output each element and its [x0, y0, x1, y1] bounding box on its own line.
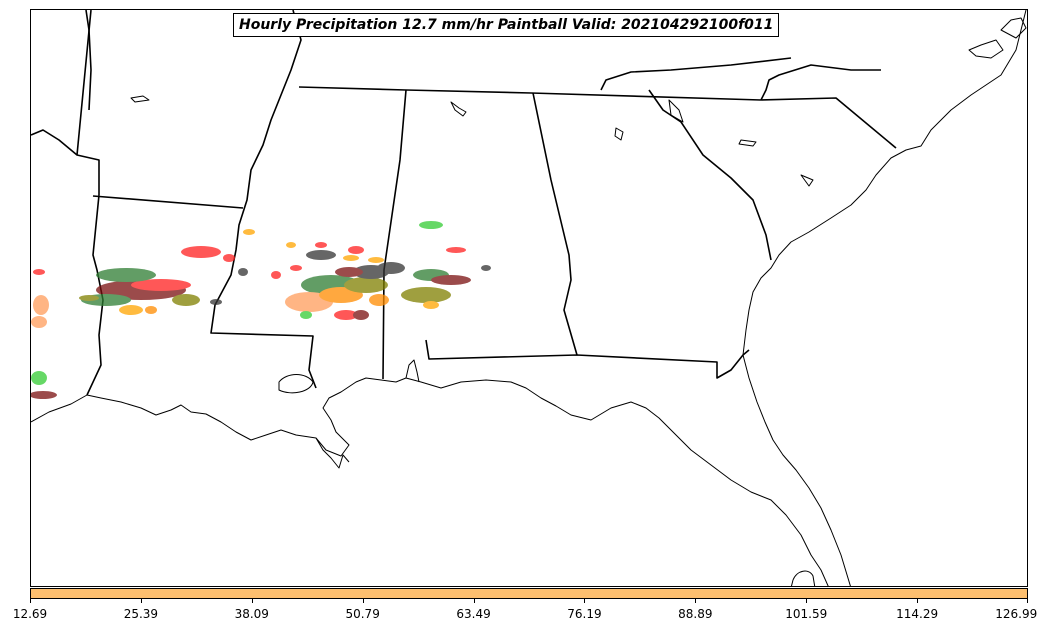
map-title: Hourly Precipitation 12.7 mm/hr Paintbal…	[233, 13, 780, 37]
kentucky-line	[600, 57, 792, 91]
colorbar-tick-label: 12.69	[12, 607, 48, 621]
colorbar-tick	[141, 599, 142, 603]
colorbar-tick-label: 50.79	[345, 607, 380, 621]
precipitation-paintball	[31, 221, 491, 399]
colorbar-tick	[584, 599, 585, 603]
lake-okeechobee	[790, 570, 816, 586]
colorbar-tick-label: 38.09	[234, 607, 269, 621]
georgia-sc-line	[648, 89, 772, 261]
tennessee-line	[298, 86, 762, 101]
colorbar-tick-label: 114.29	[896, 607, 939, 621]
colorbar-tick-label: 126.99	[995, 607, 1038, 621]
colorbar-tick	[695, 599, 696, 603]
colorbar-tick	[252, 599, 253, 603]
mississippi-delta	[315, 437, 350, 469]
colorbar-tick	[917, 599, 918, 603]
colorbar-tick-label: 76.19	[567, 607, 602, 621]
atlantic-coast	[742, 10, 1027, 356]
colorbar-tick-label: 88.89	[678, 607, 713, 621]
colorbar-tick-label: 101.59	[785, 607, 828, 621]
map-panel	[30, 9, 1028, 587]
lake-pontchartrain	[278, 374, 314, 394]
colorbar-tick	[806, 599, 807, 603]
mississippi-alabama-line	[382, 89, 407, 380]
mobile-bay	[405, 359, 420, 383]
colorbar-tick	[30, 599, 31, 603]
colorbar	[30, 588, 1028, 599]
state-boundaries	[31, 10, 897, 396]
colorbar-tick-label: 25.39	[123, 607, 159, 621]
gulf-coast	[31, 377, 829, 586]
florida-east-coast	[742, 354, 851, 586]
texas-boundary	[31, 129, 100, 195]
alabama-georgia-line	[532, 92, 578, 356]
map-canvas	[31, 10, 1027, 586]
mississippi-river-border	[85, 10, 317, 389]
colorbar-tick	[1027, 599, 1028, 603]
colorbar-tick	[474, 599, 475, 603]
colorbar-tick-label: 63.49	[456, 607, 491, 621]
colorbar-tick	[363, 599, 364, 603]
coastline	[31, 10, 1027, 586]
north-carolina-line	[760, 64, 897, 149]
arkansas-louisiana-line	[92, 195, 244, 209]
florida-georgia-line	[425, 339, 750, 379]
